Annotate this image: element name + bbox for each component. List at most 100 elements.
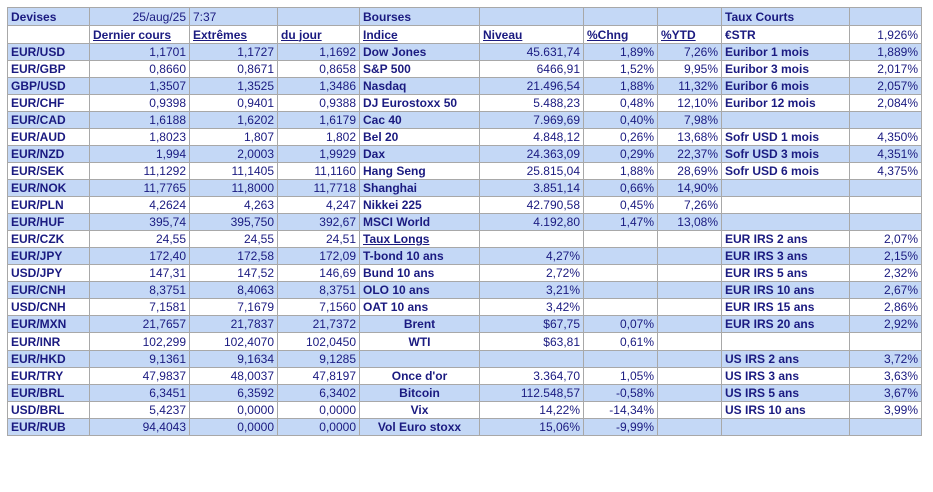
index-level: 4,27%	[479, 247, 584, 265]
rate-name	[721, 111, 850, 129]
currency-pair: EUR/HUF	[7, 213, 90, 231]
last-price: 395,74	[89, 213, 190, 231]
index-ytd: 14,90%	[657, 179, 722, 197]
rate-value: 2,017%	[849, 60, 922, 78]
day-high: 6,3592	[189, 384, 278, 402]
index-change: 0,61%	[583, 332, 658, 351]
index-level: 4.848,12	[479, 128, 584, 146]
index-name: DJ Eurostoxx 50	[359, 94, 480, 112]
last-price: 147,31	[89, 264, 190, 282]
table-row: EUR/SEK 11,1292 11,1405 11,1160 Hang Seng 25.…	[7, 162, 922, 180]
time-value: 7:37	[189, 7, 278, 26]
col-indice: Indice	[359, 25, 480, 44]
index-change	[583, 298, 658, 316]
currency-pair: EUR/JPY	[7, 247, 90, 265]
index-name: OAT 10 ans	[359, 298, 480, 316]
index-change: 1,47%	[583, 213, 658, 231]
rate-value: 3,72%	[849, 350, 922, 368]
rate-value: 2,86%	[849, 298, 922, 316]
index-name: S&P 500	[359, 60, 480, 78]
last-price: 24,55	[89, 230, 190, 248]
day-low: 6,3402	[277, 384, 360, 402]
date-value: 25/aug/25	[89, 7, 190, 26]
index-level: 6466,91	[479, 60, 584, 78]
estr-value: 1,926%	[849, 25, 922, 44]
currency-pair: EUR/INR	[7, 332, 90, 351]
day-low: 21,7372	[277, 315, 360, 333]
currency-pair: EUR/CAD	[7, 111, 90, 129]
table-row: USD/BRL 5,4237 0,0000 0,0000 Vix 14,22% -14,34…	[7, 401, 922, 419]
day-low: 11,7718	[277, 179, 360, 197]
last-price: 1,3507	[89, 77, 190, 95]
day-high: 24,55	[189, 230, 278, 248]
rate-value	[849, 111, 922, 129]
index-change: 0,45%	[583, 196, 658, 214]
index-name: Dow Jones	[359, 43, 480, 61]
index-name: Bitcoin	[359, 384, 480, 402]
index-level: 3,21%	[479, 281, 584, 299]
last-price: 1,8023	[89, 128, 190, 146]
index-name: Shanghai	[359, 179, 480, 197]
index-level: $63,81	[479, 332, 584, 351]
index-name: T-bond 10 ans	[359, 247, 480, 265]
rate-value	[849, 213, 922, 231]
day-low: 47,8197	[277, 367, 360, 385]
day-low: 102,0450	[277, 332, 360, 351]
rate-name: Sofr USD 3 mois	[721, 145, 850, 163]
index-ytd: 7,98%	[657, 111, 722, 129]
col-extremes: Extrêmes	[189, 25, 278, 44]
col-dernier-cours: Dernier cours	[89, 25, 190, 44]
last-price: 0,8660	[89, 60, 190, 78]
index-name: Bund 10 ans	[359, 264, 480, 282]
day-high: 0,0000	[189, 401, 278, 419]
day-high: 1,1727	[189, 43, 278, 61]
day-high: 9,1634	[189, 350, 278, 368]
index-ytd	[657, 384, 722, 402]
index-level: $67,75	[479, 315, 584, 333]
index-change: -14,34%	[583, 401, 658, 419]
index-level: 3,42%	[479, 298, 584, 316]
index-name: Brent	[359, 315, 480, 333]
table-row: EUR/GBP 0,8660 0,8671 0,8658 S&P 500 6466,91 1…	[7, 60, 922, 78]
day-low: 1,6179	[277, 111, 360, 129]
rate-value: 2,084%	[849, 94, 922, 112]
last-price: 172,40	[89, 247, 190, 265]
last-price: 8,3751	[89, 281, 190, 299]
index-change: 0,07%	[583, 315, 658, 333]
index-ytd: 22,37%	[657, 145, 722, 163]
index-change: 0,48%	[583, 94, 658, 112]
rate-value: 2,15%	[849, 247, 922, 265]
index-name: Dax	[359, 145, 480, 163]
table-row: EUR/AUD 1,8023 1,807 1,802 Bel 20 4.848,12 0,2…	[7, 128, 922, 146]
index-level: 24.363,09	[479, 145, 584, 163]
day-low: 0,0000	[277, 401, 360, 419]
currency-pair: EUR/HKD	[7, 350, 90, 368]
day-high: 21,7837	[189, 315, 278, 333]
currency-pair: EUR/PLN	[7, 196, 90, 214]
index-level: 3.364,70	[479, 367, 584, 385]
index-ytd: 13,68%	[657, 128, 722, 146]
col-chng: %Chng	[583, 25, 658, 44]
rate-name: EUR IRS 2 ans	[721, 230, 850, 248]
index-ytd	[657, 401, 722, 419]
rate-value: 4,351%	[849, 145, 922, 163]
day-high: 395,750	[189, 213, 278, 231]
last-price: 1,6188	[89, 111, 190, 129]
index-level: 45.631,74	[479, 43, 584, 61]
index-ytd	[657, 418, 722, 436]
currency-pair: USD/CNH	[7, 298, 90, 316]
index-ytd	[657, 332, 722, 351]
day-high: 1,807	[189, 128, 278, 146]
currency-pair: EUR/CZK	[7, 230, 90, 248]
rate-name: EUR IRS 20 ans	[721, 315, 850, 333]
day-low: 392,67	[277, 213, 360, 231]
last-price: 9,1361	[89, 350, 190, 368]
rate-value	[849, 418, 922, 436]
currency-pair: EUR/NZD	[7, 145, 90, 163]
last-price: 21,7657	[89, 315, 190, 333]
index-change: 0,26%	[583, 128, 658, 146]
index-change: 1,88%	[583, 162, 658, 180]
index-name: WTI	[359, 332, 480, 351]
rate-value	[849, 179, 922, 197]
index-ytd: 7,26%	[657, 196, 722, 214]
